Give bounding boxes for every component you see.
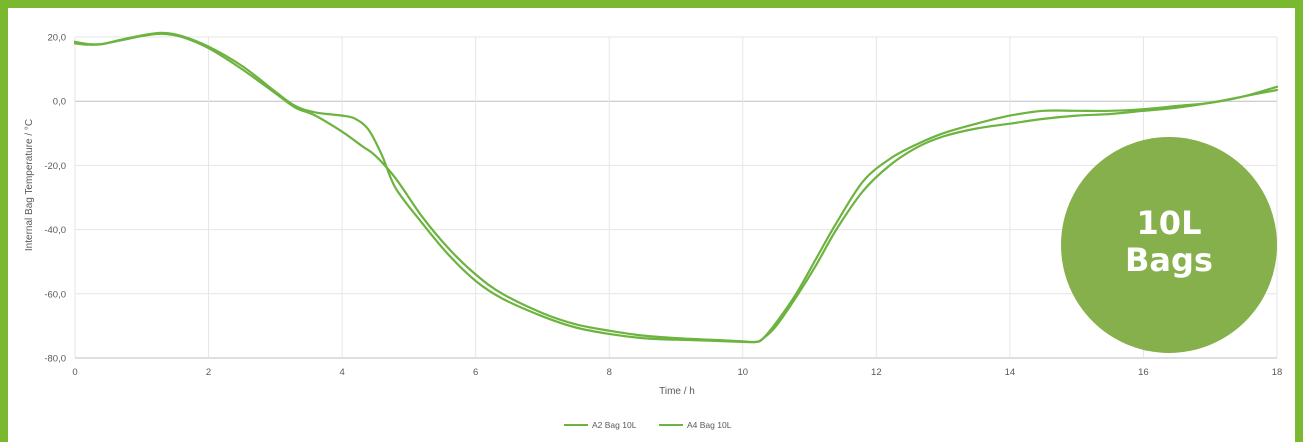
badge-line-1: 10L (1137, 204, 1202, 242)
y-tick-label: -20,0 (44, 161, 66, 172)
series-lines (73, 31, 1279, 344)
x-tick-label: 8 (607, 367, 612, 378)
x-tick-label: 12 (871, 367, 882, 378)
y-tick-label: -60,0 (44, 289, 66, 300)
badge-line-2: Bags (1125, 241, 1213, 279)
x-tick-label: 2 (206, 367, 211, 378)
x-tick-label: 4 (339, 367, 344, 378)
badge-10l-bags: 10L Bags (1061, 137, 1277, 353)
gridlines (74, 36, 1278, 359)
x-tick-label: 6 (473, 367, 478, 378)
x-tick-label: 18 (1272, 367, 1283, 378)
legend-label: A2 Bag 10L (592, 420, 637, 430)
x-tick-label: 16 (1138, 367, 1149, 378)
y-tick-label: -80,0 (44, 354, 66, 365)
y-axis-ticks: 20,0 0,0 -20,0 -40,0 -60,0 -80,0 (44, 33, 66, 365)
y-tick-label: 0,0 (53, 97, 66, 108)
x-axis-ticks: 0 2 4 6 8 10 12 14 16 18 (72, 367, 1282, 378)
x-tick-label: 0 (72, 367, 77, 378)
y-tick-label: -40,0 (44, 225, 66, 236)
x-tick-label: 10 (737, 367, 748, 378)
series-line-2 (73, 31, 1279, 344)
y-axis-title: Internal Bag Temperature / °C (24, 119, 35, 251)
legend: A2 Bag 10L A4 Bag 10L (564, 420, 732, 430)
badge-circle (1061, 137, 1277, 353)
x-axis-title: Time / h (659, 386, 695, 397)
chart-frame: 20,0 0,0 -20,0 -40,0 -60,0 -80,0 0 2 4 6 8 10 12 14 1… (8, 8, 1295, 442)
series-line-1 (73, 32, 1279, 344)
x-tick-label: 14 (1005, 367, 1016, 378)
line-chart: 20,0 0,0 -20,0 -40,0 -60,0 -80,0 0 2 4 6 8 10 12 14 1… (24, 31, 1282, 430)
legend-label: A4 Bag 10L (687, 420, 732, 430)
y-tick-label: 20,0 (48, 33, 67, 44)
